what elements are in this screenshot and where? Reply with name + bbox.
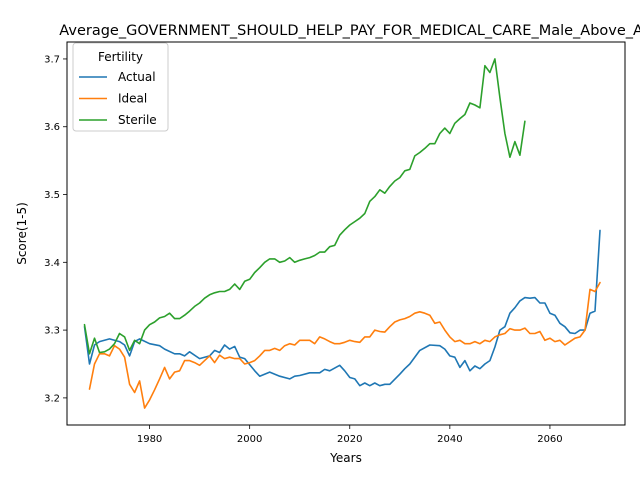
x-tick-label: 2040 bbox=[437, 434, 462, 445]
series-line-sterile bbox=[83, 58, 526, 355]
axes-frame bbox=[66, 41, 626, 426]
x-tick-label: 1980 bbox=[137, 434, 162, 445]
x-axis-label: Years bbox=[329, 451, 362, 465]
plot-area bbox=[83, 58, 601, 409]
series-line-actual bbox=[83, 229, 601, 387]
series-line-ideal bbox=[88, 281, 601, 409]
legend-label-sterile: Sterile bbox=[118, 113, 157, 127]
x-axis: 1980 2000 2020 2040 2060 bbox=[137, 425, 563, 445]
legend-box bbox=[72, 42, 169, 132]
x-tick-label: 2020 bbox=[337, 434, 362, 445]
y-tick-label: 3.3 bbox=[44, 326, 60, 337]
y-tick-label: 3.6 bbox=[44, 122, 60, 133]
legend-label-ideal: Ideal bbox=[118, 92, 147, 106]
y-tick-label: 3.4 bbox=[44, 258, 60, 269]
legend-label-actual: Actual bbox=[118, 70, 156, 84]
x-tick-label: 2060 bbox=[537, 434, 562, 445]
legend-title: Fertility bbox=[98, 50, 143, 64]
y-tick-label: 3.2 bbox=[44, 393, 60, 404]
chart-title: Average_GOVERNMENT_SHOULD_HELP_PAY_FOR_M… bbox=[59, 23, 640, 39]
legend: Fertility Actual Ideal Sterile bbox=[72, 42, 169, 132]
y-axis: 3.2 3.3 3.4 3.5 3.6 3.7 bbox=[44, 54, 67, 404]
y-axis-label: Score(1-5) bbox=[15, 202, 29, 265]
x-tick-label: 2000 bbox=[237, 434, 262, 445]
y-tick-label: 3.5 bbox=[44, 190, 60, 201]
y-tick-label: 3.7 bbox=[44, 54, 60, 65]
